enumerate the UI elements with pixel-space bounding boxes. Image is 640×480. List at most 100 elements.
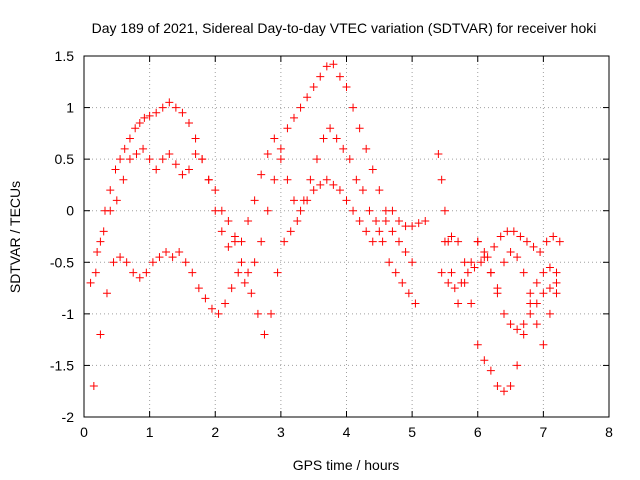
data-point [401,247,410,256]
data-point [549,232,558,241]
data-point [335,72,344,81]
data-point [539,340,548,349]
data-point [263,206,272,215]
data-point [506,382,515,391]
data-point [434,149,443,158]
data-point [135,119,144,128]
data-point [335,186,344,195]
data-point [290,196,298,205]
data-point [545,309,554,318]
data-point [267,309,276,318]
data-point [250,196,259,205]
data-point [460,258,469,267]
y-tick-label: -1 [62,306,75,322]
data-point [148,258,157,267]
data-point [293,217,302,226]
data-point [339,144,348,153]
data-point [116,253,125,262]
y-tick-labels: 1.5 1 0.5 0 -0.5 -1 -1.5 -2 [50,48,74,425]
data-point [398,278,407,287]
data-point [244,217,253,226]
x-tick-labels: 0 1 2 3 4 5 6 7 8 [80,424,613,440]
series-track-f [440,232,561,396]
data-point [319,134,328,143]
data-point [362,227,371,236]
data-point [532,320,541,329]
data-point [306,175,315,184]
data-point [135,273,144,282]
data-point [106,206,115,215]
data-point [178,108,187,117]
data-point [140,113,149,122]
data-point [529,242,538,251]
data-point [395,217,403,226]
data-point [509,227,518,236]
data-point [125,134,134,143]
data-point [555,237,564,246]
data-point [93,247,102,256]
data-point [296,103,305,112]
chart-title: Day 189 of 2021, Sidereal Day-to-day VTE… [92,20,597,36]
y-tick-label: -1.5 [50,357,74,373]
data-point [188,268,197,277]
data-point [234,268,243,277]
data-point [257,237,266,246]
data-point [345,155,354,164]
data-point [414,219,423,228]
data-point [120,144,129,153]
data-point [388,206,397,215]
data-point [91,268,100,277]
data-point [473,237,482,246]
data-point [526,309,535,318]
data-point [513,253,522,262]
data-point [365,206,374,215]
data-point [102,289,111,298]
data-point [404,289,413,298]
data-point [125,155,134,164]
data-point [539,268,548,277]
data-point [111,165,120,174]
data-point [519,268,528,277]
data-point [263,149,272,158]
data-point [237,258,246,267]
data-point [257,170,266,179]
data-point [358,186,367,195]
data-point [513,325,522,334]
data-point [539,289,548,298]
data-point [155,253,164,262]
data-point [214,309,223,318]
data-point [273,268,282,277]
data-point [447,268,456,277]
x-tick-label: 8 [605,424,613,440]
data-point [329,180,338,189]
data-point [421,217,430,226]
data-point [463,268,472,277]
data-point [536,247,545,256]
data-point [450,284,459,293]
data-point [142,268,151,277]
data-point [185,165,193,174]
y-tick-label: 0.5 [55,151,75,167]
data-point [532,278,541,287]
data-point [116,155,125,164]
data-point [178,170,187,179]
x-tick-label: 4 [343,424,351,440]
data-point [191,149,200,158]
data-point [237,237,246,246]
x-tick-label: 2 [211,424,219,440]
data-point [280,237,289,246]
series-track-c [89,124,420,391]
data-point [552,278,561,287]
data-point [322,175,331,184]
data-point [500,258,508,267]
data-point [477,258,486,267]
y-tick-label: 1 [66,100,74,116]
data-point [165,149,174,158]
data-point [454,299,463,308]
data-point [270,134,279,143]
data-point [145,155,154,164]
data-point [112,196,121,205]
data-point [552,268,561,277]
data-point [542,237,551,246]
